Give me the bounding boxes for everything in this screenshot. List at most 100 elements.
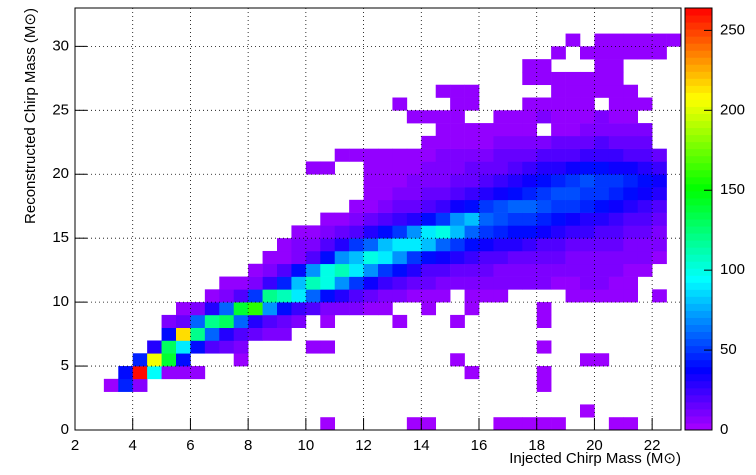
cell — [435, 276, 451, 290]
cell — [508, 21, 523, 34]
cell — [479, 250, 494, 265]
cell — [176, 21, 191, 34]
cell — [248, 404, 263, 417]
cell — [667, 289, 682, 302]
colorbar-step — [685, 226, 712, 234]
cell — [623, 302, 638, 315]
colorbar-step — [685, 92, 712, 100]
cell — [335, 136, 350, 149]
x-tick-label: 6 — [186, 437, 194, 454]
cell — [104, 353, 119, 366]
cell — [450, 250, 465, 265]
cell — [320, 328, 335, 341]
cell — [320, 59, 335, 72]
cell — [378, 72, 393, 85]
y-tick-label: 0 — [61, 421, 69, 438]
cell — [623, 8, 638, 21]
cell — [219, 264, 234, 277]
cell — [205, 85, 220, 98]
cell — [205, 46, 220, 59]
colorbar-step — [685, 134, 712, 143]
cell — [594, 46, 610, 60]
cell — [89, 404, 104, 417]
cell — [104, 328, 119, 341]
cell — [638, 340, 653, 353]
cell — [436, 315, 451, 328]
cell — [320, 8, 335, 21]
colorbar-step — [685, 219, 712, 227]
cell — [89, 136, 104, 149]
cell — [161, 340, 177, 354]
cell — [623, 135, 639, 149]
cell — [176, 187, 191, 200]
cell — [162, 289, 177, 302]
cell — [623, 46, 639, 60]
cell — [536, 366, 552, 380]
cell — [320, 263, 336, 277]
cell — [609, 366, 624, 379]
cell — [349, 21, 364, 34]
cell — [147, 328, 162, 341]
cell — [392, 199, 408, 213]
cell — [580, 366, 595, 379]
colorbar-step — [685, 268, 712, 276]
cell — [291, 404, 306, 417]
cell — [335, 59, 350, 72]
cell — [291, 8, 306, 21]
cell — [205, 417, 220, 430]
cell — [479, 379, 494, 392]
cell — [291, 250, 307, 265]
cell — [637, 148, 653, 162]
cell — [565, 212, 581, 226]
cell — [508, 46, 523, 59]
colorbar-step — [685, 162, 712, 171]
colorbar-step — [685, 233, 712, 241]
cell — [623, 59, 638, 72]
cell — [667, 187, 682, 200]
cell — [133, 46, 148, 59]
cell — [118, 161, 133, 174]
cell — [406, 289, 422, 303]
cell — [536, 71, 552, 86]
cell — [306, 21, 321, 34]
cell — [335, 123, 350, 136]
cell — [479, 135, 494, 149]
cell — [205, 161, 220, 174]
cell — [364, 98, 379, 111]
cell — [551, 276, 566, 290]
cell — [104, 149, 119, 162]
colorbar-step — [685, 331, 712, 340]
cell — [436, 8, 451, 21]
cell — [89, 21, 104, 34]
cell — [234, 213, 249, 226]
cell — [162, 8, 177, 21]
cell — [162, 34, 177, 47]
cell — [435, 238, 451, 252]
colorbar-step — [685, 296, 712, 304]
cell — [335, 315, 350, 328]
cell — [291, 238, 307, 252]
cell — [435, 225, 451, 239]
cell — [392, 187, 408, 201]
cell — [335, 187, 350, 200]
cell — [479, 417, 494, 430]
cell — [580, 353, 595, 367]
cell — [421, 174, 437, 188]
cell — [378, 302, 393, 316]
cell — [493, 161, 509, 175]
cell — [392, 8, 407, 21]
cell — [291, 21, 306, 34]
cell — [450, 8, 465, 21]
cell — [667, 200, 682, 213]
colorbar-step — [685, 106, 712, 114]
cell — [436, 302, 451, 315]
cell — [291, 379, 306, 392]
cell — [277, 417, 292, 430]
cell — [133, 302, 148, 315]
cell — [263, 187, 278, 200]
cell — [75, 404, 90, 417]
cell — [508, 72, 523, 85]
cell — [392, 123, 407, 136]
cell — [594, 250, 610, 265]
cell — [522, 174, 538, 188]
